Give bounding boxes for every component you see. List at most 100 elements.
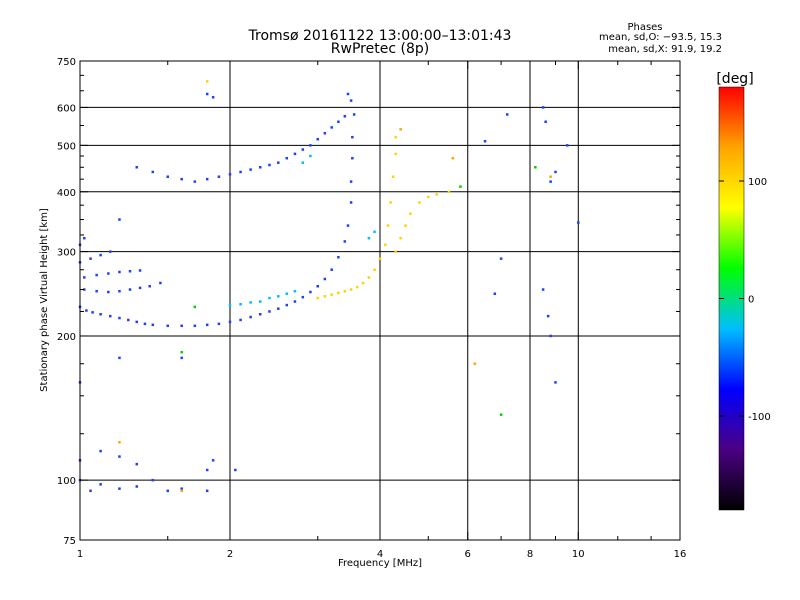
echo-point (367, 276, 371, 279)
echo-point (180, 350, 183, 354)
echo-point (205, 489, 209, 493)
echo-point (217, 175, 221, 178)
echo-point (205, 177, 209, 181)
y-tick-label: 500 (57, 141, 76, 152)
echo-point (180, 324, 183, 328)
x-tick-label: 1 (77, 549, 83, 560)
echo-point (349, 201, 353, 204)
echo-point (180, 177, 183, 181)
echo-point (346, 224, 350, 227)
echo-point (118, 270, 121, 274)
echo-point (301, 161, 305, 164)
echo-point (268, 310, 271, 313)
echo-point (277, 307, 280, 310)
echo-point (389, 201, 392, 204)
echo-point (193, 324, 197, 328)
echo-point (118, 218, 121, 221)
phases-title: Phases (627, 22, 662, 33)
echo-point (367, 236, 371, 240)
echo-point (107, 290, 110, 294)
echo-point (330, 126, 333, 129)
echo-point (138, 269, 142, 272)
echo-point (349, 180, 353, 183)
echo-point (301, 295, 305, 299)
colorbar-ticks: 100 0 -100 (719, 177, 771, 423)
echo-point (211, 459, 215, 462)
echo-point (151, 323, 155, 327)
echo-point (399, 128, 402, 131)
echo-point (85, 309, 88, 312)
echo-point (355, 285, 359, 289)
echo-point (89, 489, 92, 493)
y-tick-label: 600 (57, 103, 76, 114)
echo-point (309, 144, 312, 147)
grid-lines (80, 61, 680, 540)
y-tick-label: 300 (57, 248, 76, 259)
echo-point (316, 296, 319, 300)
echo-point (258, 313, 262, 316)
echo-point (118, 487, 121, 490)
echo-point (234, 468, 237, 472)
x-tick-label: 6 (465, 549, 471, 560)
echo-point (205, 468, 209, 472)
y-axis-label: Stationary phase Virtual Height [km] (39, 208, 50, 392)
echo-point (391, 175, 395, 178)
echo-point (346, 92, 350, 96)
echo-point (301, 148, 305, 151)
colorbar-tick-label: 100 (748, 177, 767, 188)
echo-point (99, 313, 102, 316)
echo-point (217, 322, 221, 326)
echo-point (378, 257, 382, 260)
echo-point (205, 323, 209, 327)
echo-point (384, 243, 387, 247)
echo-point (228, 173, 232, 176)
echo-point (473, 362, 477, 365)
echo-point (151, 478, 155, 482)
x-tick-label: 16 (674, 549, 687, 560)
echo-point (143, 322, 147, 326)
x-axis-label: Frequency [MHz] (338, 558, 422, 569)
y-tick-label: 75 (63, 536, 76, 547)
echo-point (330, 293, 333, 296)
echo-point (435, 193, 439, 196)
echo-point (268, 296, 271, 300)
echo-point (427, 195, 430, 199)
echo-point (128, 288, 132, 291)
echo-point (148, 284, 151, 288)
echo-point (337, 291, 340, 295)
echo-point (323, 131, 327, 135)
echo-point (351, 156, 354, 160)
echo-point (544, 120, 547, 124)
echo-point (373, 268, 376, 271)
echo-point (577, 221, 580, 224)
echo-point (95, 289, 98, 293)
echo-point (373, 230, 376, 234)
echo-point (258, 300, 262, 303)
echo-point (459, 185, 462, 188)
colorbar-label: [deg] (716, 71, 753, 87)
data-points (78, 80, 580, 493)
echo-point (193, 305, 197, 309)
echo-point (549, 180, 552, 183)
echo-point (159, 281, 162, 285)
echo-point (193, 180, 197, 183)
echo-point (309, 290, 312, 294)
echo-point (499, 413, 503, 416)
phase-stats-o: mean, sd,O: −93.5, 15.3 (599, 32, 722, 43)
echo-point (343, 289, 347, 293)
echo-point (107, 272, 110, 275)
echo-point (404, 224, 407, 227)
echo-point (135, 462, 139, 466)
echo-point (316, 137, 319, 141)
y-axis-ticks: 75 100 200 300 400 500 600 750 (57, 57, 680, 547)
echo-point (394, 152, 397, 156)
echo-point (258, 166, 262, 169)
x-axis-ticks: 1 2 4 6 8 10 16 (77, 61, 687, 560)
echo-point (394, 250, 397, 253)
echo-point (89, 257, 92, 260)
echo-point (309, 154, 312, 158)
echo-point (166, 175, 169, 178)
echo-point (180, 489, 183, 493)
echo-point (546, 314, 550, 318)
echo-point (249, 301, 252, 304)
